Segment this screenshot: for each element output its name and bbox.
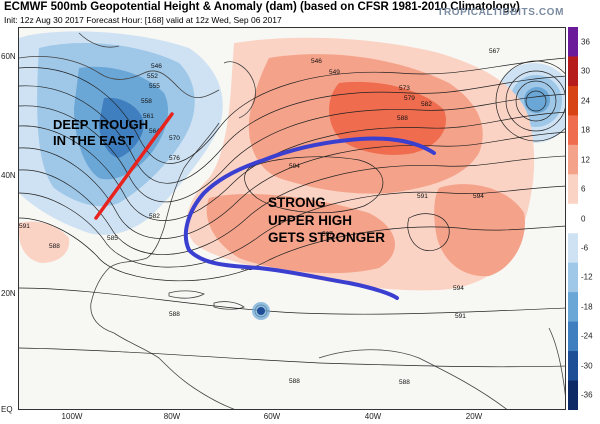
- map-title: ECMWF 500mb Geopotential Height & Anomal…: [4, 1, 520, 13]
- annotation-upper-high-line2: UPPER HIGH: [268, 212, 353, 228]
- trough-anomaly-deep: [99, 97, 144, 158]
- colorbar-swatch: [568, 262, 578, 293]
- contour-label-591d: 591: [455, 313, 466, 320]
- annotation-deep-trough: DEEP TROUGH IN THE EAST: [53, 117, 148, 149]
- contour-label-576: 576: [169, 155, 180, 162]
- colorbar-swatch: [568, 174, 578, 205]
- map-panel: 546 546 549 552 555 558 561 564 567 570 …: [18, 27, 566, 410]
- contour-label-567: 567: [489, 48, 500, 55]
- contour-label-588c: 588: [169, 311, 180, 318]
- colorbar-swatch: [568, 321, 578, 352]
- lon-label-80w: 80W: [163, 412, 181, 421]
- ridge-anomaly-south: [206, 193, 396, 274]
- coastlines: [19, 32, 565, 409]
- colorbar-label: 24: [581, 96, 590, 106]
- annotation-deep-trough-line1: DEEP TROUGH: [53, 117, 149, 132]
- contour-label-579: 579: [404, 95, 415, 102]
- lat-label-eq: EQ: [1, 405, 13, 414]
- colorbar-label: 30: [581, 66, 590, 76]
- contour-label-564: 564: [149, 128, 160, 135]
- colorbar-label: -30: [581, 361, 593, 371]
- contour-label-582b: 582: [421, 101, 432, 108]
- annotation-upper-high-line3: GETS STRONGER: [268, 230, 386, 245]
- colorbar-canvas: [568, 27, 578, 411]
- contour-label-588e: 588: [399, 379, 410, 386]
- trough-axis-line: [94, 112, 174, 220]
- contour-label-588d: 588: [289, 378, 300, 385]
- colorbar-label: -24: [581, 331, 593, 341]
- height-contours: [19, 57, 565, 368]
- contour-label-558: 558: [141, 98, 152, 105]
- contour-label-594b: 594: [473, 193, 484, 200]
- lat-label-60n: 60N: [1, 52, 16, 61]
- colorbar-label: 6: [581, 184, 586, 194]
- annotation-deep-trough-line2: IN THE EAST: [53, 133, 134, 148]
- contour-label-555: 555: [149, 83, 160, 90]
- lat-label-40n: 40N: [1, 171, 16, 180]
- colorbar-label: -18: [581, 302, 593, 312]
- colorbar-label: 0: [581, 214, 586, 223]
- contour-label-594c: 594: [453, 285, 464, 292]
- contour-label-597: 597: [322, 231, 333, 238]
- colorbar-swatch: [568, 85, 578, 116]
- contour-label-546b: 546: [311, 58, 322, 65]
- colorbar-swatch: [568, 233, 578, 264]
- tropical-low-core: [257, 307, 265, 315]
- anomaly-colorbar: [568, 27, 578, 411]
- lon-label-20w: 20W: [465, 412, 483, 421]
- annotation-upper-high: STRONG UPPER HIGH GETS STRONGER: [268, 194, 385, 247]
- contour-label-546: 546: [151, 63, 162, 70]
- colorbar-label: 18: [581, 125, 590, 135]
- contour-label-594: 594: [289, 163, 300, 170]
- colorbar-label: -6: [581, 243, 589, 253]
- ridge-anomaly-east: [434, 184, 525, 277]
- annotation-upper-high-line1: STRONG: [268, 195, 326, 210]
- ne-low-anomaly-core: [524, 87, 550, 113]
- colorbar-label: 12: [581, 155, 590, 165]
- map-canvas: 546 546 549 552 555 558 561 564 567 570 …: [19, 28, 565, 409]
- lon-label-40w: 40W: [364, 412, 382, 421]
- contour-label-591c: 591: [417, 193, 428, 200]
- contour-label-552: 552: [147, 73, 158, 80]
- contour-label-588b: 588: [49, 243, 60, 250]
- colorbar-label: 36: [581, 37, 590, 47]
- colorbar-swatch: [568, 380, 578, 411]
- contour-label-570: 570: [169, 135, 180, 142]
- map-subtitle: Init: 12z Aug 30 2017 Forecast Hour: [16…: [4, 15, 282, 25]
- colorbar-swatch: [568, 144, 578, 175]
- lon-label-60w: 60W: [263, 412, 281, 421]
- ridge-anomaly-core: [329, 81, 446, 155]
- lon-label-100w: 100W: [61, 412, 83, 421]
- upper-high-outline: [183, 136, 436, 300]
- source-watermark: TROPICALTIDBITS.COM: [437, 7, 564, 18]
- contour-label-573: 573: [399, 85, 410, 92]
- contour-label-549: 549: [329, 69, 340, 76]
- contour-label-561: 561: [143, 113, 154, 120]
- colorbar-swatch: [568, 292, 578, 323]
- contour-label-582: 582: [149, 213, 160, 220]
- colorbar-label: -36: [581, 390, 593, 400]
- colorbar-swatch: [568, 115, 578, 146]
- contour-label-591: 591: [19, 223, 30, 230]
- colorbar-swatch: [568, 27, 578, 57]
- contour-label-588: 588: [397, 115, 408, 122]
- lat-label-20n: 20N: [1, 289, 16, 298]
- contour-label-585: 585: [107, 235, 118, 242]
- colorbar-swatch: [568, 56, 578, 87]
- ridge-anomaly-west: [19, 221, 70, 263]
- colorbar-label: -12: [581, 272, 593, 282]
- colorbar-swatch: [568, 203, 578, 234]
- colorbar-swatch: [568, 351, 578, 382]
